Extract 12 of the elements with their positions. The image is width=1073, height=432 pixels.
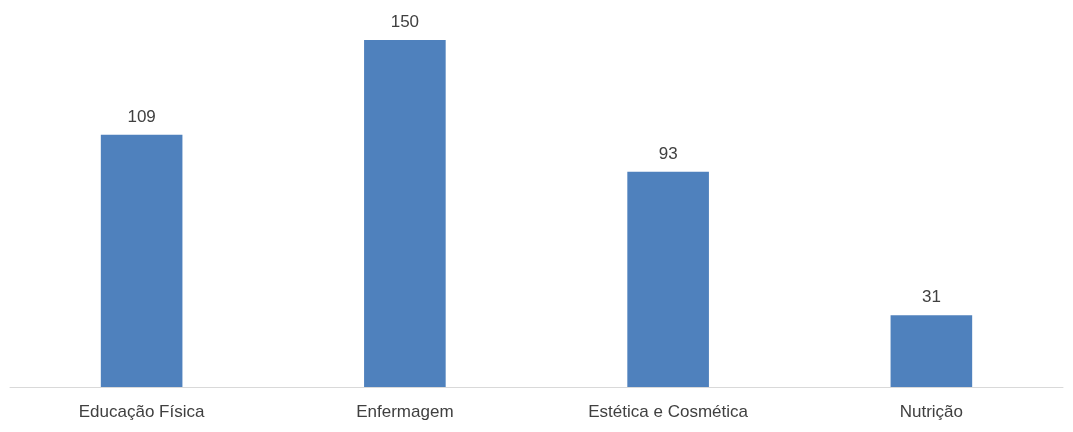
- x-tick-label: Enfermagem: [356, 402, 454, 421]
- data-label: 31: [921, 287, 941, 307]
- x-tick-label: Estética e Cosmética: [588, 402, 749, 421]
- bar: [100, 134, 183, 387]
- x-tick-label: Educação Física: [78, 402, 205, 421]
- data-label: 93: [658, 143, 678, 163]
- x-tick-label: Nutrição: [899, 402, 964, 421]
- bar: [627, 171, 709, 387]
- data-label: 109: [127, 106, 156, 126]
- bar: [364, 40, 446, 387]
- bar: [890, 315, 973, 387]
- data-label: 150: [390, 12, 420, 31]
